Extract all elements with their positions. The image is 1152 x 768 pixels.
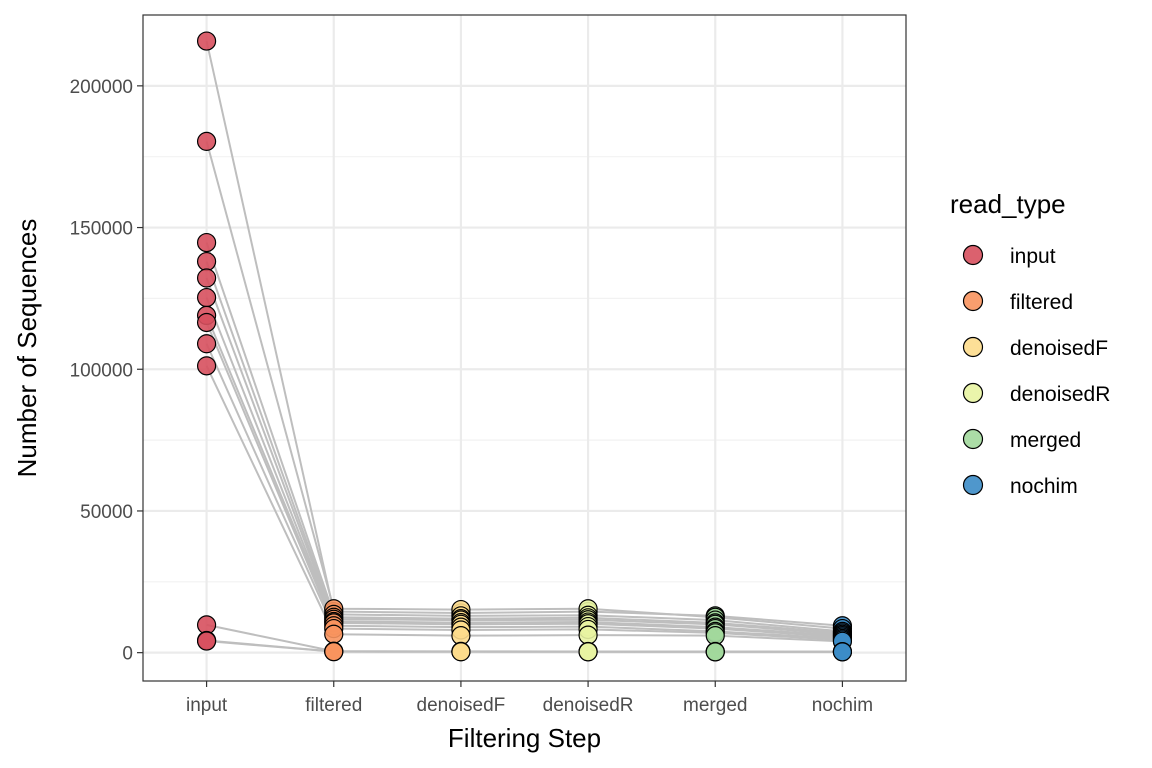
sample-line — [205, 40, 843, 627]
panel-border — [142, 14, 907, 682]
sample-lines — [205, 40, 843, 653]
x-tick-label: nochim — [812, 695, 873, 716]
legend-label-nochim: nochim — [1010, 475, 1078, 498]
sample-line — [206, 640, 843, 653]
y-tick-label: 200000 — [70, 77, 133, 98]
data-point-filtered — [324, 642, 344, 662]
legend-label-input: input — [1010, 245, 1056, 268]
y-tick-label: 100000 — [70, 360, 133, 381]
legend-key-filtered — [962, 290, 984, 312]
sample-line — [205, 322, 843, 640]
sample-line — [205, 365, 843, 643]
y-tick-label: 0 — [122, 644, 133, 665]
x-tick-label: denoisedF — [417, 695, 506, 716]
data-points — [196, 31, 853, 662]
data-point-nochim — [832, 642, 853, 662]
legend-key-input — [962, 244, 984, 266]
legend-label-merged: merged — [1010, 429, 1081, 452]
y-tick-label: 150000 — [70, 219, 133, 240]
x-tick-label: input — [186, 695, 228, 716]
data-point-input — [196, 31, 217, 51]
y-axis-title: Number of Sequences — [12, 219, 42, 478]
data-point-input — [196, 232, 217, 253]
data-point-denoisedR — [578, 625, 598, 645]
data-point-input — [196, 334, 217, 354]
panel-background — [143, 15, 906, 681]
x-tick-label: denoisedR — [543, 695, 634, 716]
data-point-merged — [705, 642, 725, 662]
legend: input filtered denoisedF denoisedR merged noc… — [962, 244, 1110, 498]
data-point-denoisedF — [451, 642, 471, 662]
legend-key-denoisedF — [962, 336, 984, 358]
sample-line — [205, 141, 843, 630]
legend-label-filtered: filtered — [1010, 291, 1073, 314]
legend-key-nochim — [962, 474, 984, 496]
sample-line — [205, 242, 843, 633]
data-point-input — [196, 131, 217, 151]
sample-line — [205, 261, 843, 634]
legend-key-denoisedR — [962, 382, 984, 404]
y-tick-label: 50000 — [80, 502, 133, 523]
sample-line — [205, 343, 843, 641]
data-point-input — [196, 268, 217, 288]
data-point-input — [196, 356, 217, 376]
x-tick-label: filtered — [305, 695, 362, 716]
plot-panel — [143, 15, 906, 681]
data-point-input — [196, 287, 217, 308]
x-tick-label: merged — [683, 695, 747, 716]
panel-frame — [142, 14, 907, 682]
legend-title: read_type — [950, 189, 1066, 219]
sample-line — [205, 297, 843, 637]
data-point-filtered — [324, 624, 344, 644]
data-point-input — [196, 312, 217, 333]
x-axis-title: Filtering Step — [448, 723, 601, 753]
data-point-input — [196, 251, 217, 272]
sample-line — [205, 315, 843, 639]
data-point-denoisedR — [578, 642, 598, 662]
sample-line — [205, 277, 843, 636]
legend-key-merged — [962, 428, 984, 450]
axes: 0 50000 100000 150000 200000 input filtered den… — [70, 77, 873, 716]
data-point-input — [196, 631, 217, 651]
legend-label-denoisedR: denoisedR — [1010, 383, 1110, 406]
legend-label-denoisedF: denoisedF — [1010, 337, 1108, 360]
